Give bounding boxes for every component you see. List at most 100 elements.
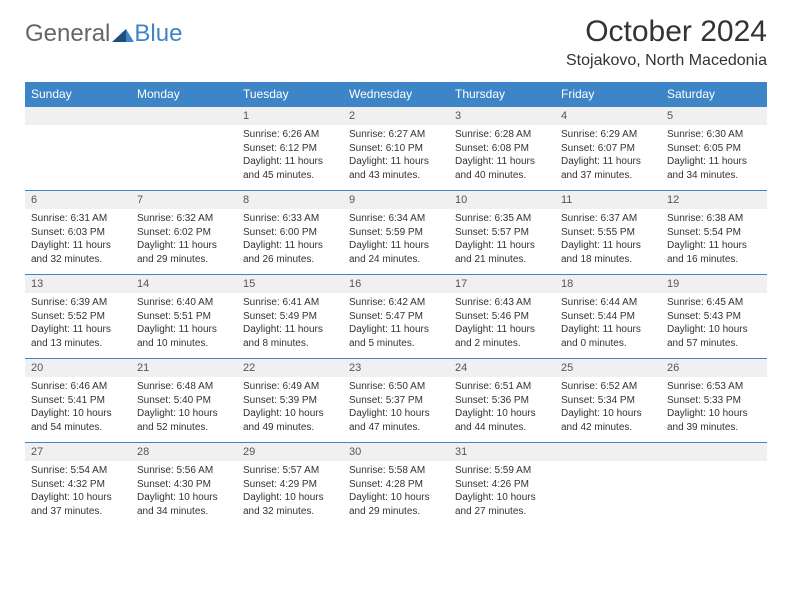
daylight-text: Daylight: 11 hours and 16 minutes. (667, 239, 761, 266)
day-content: Sunrise: 6:33 AMSunset: 6:00 PMDaylight:… (237, 209, 343, 275)
day-content-row: Sunrise: 6:26 AMSunset: 6:12 PMDaylight:… (25, 125, 767, 191)
day-number (555, 443, 661, 462)
day-number: 14 (131, 275, 237, 294)
sunrise-text: Sunrise: 6:40 AM (137, 296, 231, 310)
sunrise-text: Sunrise: 6:33 AM (243, 212, 337, 226)
sunset-text: Sunset: 5:36 PM (455, 394, 549, 408)
sunrise-text: Sunrise: 5:54 AM (31, 464, 125, 478)
day-number (131, 107, 237, 126)
sunset-text: Sunset: 5:47 PM (349, 310, 443, 324)
daylight-text: Daylight: 11 hours and 43 minutes. (349, 155, 443, 182)
daylight-text: Daylight: 11 hours and 18 minutes. (561, 239, 655, 266)
day-number: 11 (555, 191, 661, 210)
daylight-text: Daylight: 11 hours and 37 minutes. (561, 155, 655, 182)
day-number (25, 107, 131, 126)
daylight-text: Daylight: 11 hours and 21 minutes. (455, 239, 549, 266)
day-content: Sunrise: 6:30 AMSunset: 6:05 PMDaylight:… (661, 125, 767, 191)
daylight-text: Daylight: 10 hours and 52 minutes. (137, 407, 231, 434)
sunrise-text: Sunrise: 6:29 AM (561, 128, 655, 142)
sunrise-text: Sunrise: 6:39 AM (31, 296, 125, 310)
calendar-table: Sunday Monday Tuesday Wednesday Thursday… (25, 82, 767, 526)
daylight-text: Daylight: 11 hours and 8 minutes. (243, 323, 337, 350)
day-content: Sunrise: 5:57 AMSunset: 4:29 PMDaylight:… (237, 461, 343, 526)
day-content: Sunrise: 5:54 AMSunset: 4:32 PMDaylight:… (25, 461, 131, 526)
daylight-text: Daylight: 11 hours and 45 minutes. (243, 155, 337, 182)
sunrise-text: Sunrise: 6:44 AM (561, 296, 655, 310)
day-content: Sunrise: 6:39 AMSunset: 5:52 PMDaylight:… (25, 293, 131, 359)
day-number: 6 (25, 191, 131, 210)
sunrise-text: Sunrise: 6:52 AM (561, 380, 655, 394)
sunrise-text: Sunrise: 5:57 AM (243, 464, 337, 478)
daylight-text: Daylight: 11 hours and 0 minutes. (561, 323, 655, 350)
sunrise-text: Sunrise: 6:41 AM (243, 296, 337, 310)
sunset-text: Sunset: 6:05 PM (667, 142, 761, 156)
sunset-text: Sunset: 5:55 PM (561, 226, 655, 240)
sunrise-text: Sunrise: 6:43 AM (455, 296, 549, 310)
sunrise-text: Sunrise: 6:46 AM (31, 380, 125, 394)
daylight-text: Daylight: 10 hours and 42 minutes. (561, 407, 655, 434)
day-number: 31 (449, 443, 555, 462)
day-number: 7 (131, 191, 237, 210)
header: GeneralBlue October 2024 Stojakovo, Nort… (25, 15, 767, 70)
sunset-text: Sunset: 5:54 PM (667, 226, 761, 240)
day-content: Sunrise: 6:53 AMSunset: 5:33 PMDaylight:… (661, 377, 767, 443)
day-content: Sunrise: 6:26 AMSunset: 6:12 PMDaylight:… (237, 125, 343, 191)
sunset-text: Sunset: 6:02 PM (137, 226, 231, 240)
daylight-text: Daylight: 11 hours and 2 minutes. (455, 323, 549, 350)
day-number: 8 (237, 191, 343, 210)
sunset-text: Sunset: 5:49 PM (243, 310, 337, 324)
day-number: 16 (343, 275, 449, 294)
day-number-row: 2728293031 (25, 443, 767, 462)
day-number: 20 (25, 359, 131, 378)
day-content: Sunrise: 5:56 AMSunset: 4:30 PMDaylight:… (131, 461, 237, 526)
sunset-text: Sunset: 4:28 PM (349, 478, 443, 492)
logo-text-blue: Blue (134, 20, 182, 48)
day-content: Sunrise: 6:48 AMSunset: 5:40 PMDaylight:… (131, 377, 237, 443)
day-number: 28 (131, 443, 237, 462)
sunrise-text: Sunrise: 6:38 AM (667, 212, 761, 226)
day-content: Sunrise: 6:35 AMSunset: 5:57 PMDaylight:… (449, 209, 555, 275)
day-number: 24 (449, 359, 555, 378)
day-content: Sunrise: 6:50 AMSunset: 5:37 PMDaylight:… (343, 377, 449, 443)
sunrise-text: Sunrise: 6:49 AM (243, 380, 337, 394)
day-content-row: Sunrise: 6:39 AMSunset: 5:52 PMDaylight:… (25, 293, 767, 359)
day-content: Sunrise: 6:27 AMSunset: 6:10 PMDaylight:… (343, 125, 449, 191)
day-content: Sunrise: 6:40 AMSunset: 5:51 PMDaylight:… (131, 293, 237, 359)
weekday-header: Wednesday (343, 82, 449, 107)
daylight-text: Daylight: 11 hours and 34 minutes. (667, 155, 761, 182)
daylight-text: Daylight: 10 hours and 37 minutes. (31, 491, 125, 518)
location: Stojakovo, North Macedonia (566, 52, 767, 70)
day-number: 10 (449, 191, 555, 210)
weekday-header: Saturday (661, 82, 767, 107)
sunrise-text: Sunrise: 6:35 AM (455, 212, 549, 226)
daylight-text: Daylight: 11 hours and 24 minutes. (349, 239, 443, 266)
day-number: 25 (555, 359, 661, 378)
day-content-row: Sunrise: 6:31 AMSunset: 6:03 PM Daylight:… (25, 209, 767, 275)
sunset-text: Sunset: 5:33 PM (667, 394, 761, 408)
day-content: Sunrise: 6:37 AMSunset: 5:55 PMDaylight:… (555, 209, 661, 275)
sunrise-text: Sunrise: 5:58 AM (349, 464, 443, 478)
sunset-text: Sunset: 4:26 PM (455, 478, 549, 492)
sunset-text: Sunset: 6:03 PM (31, 226, 125, 240)
weekday-header: Friday (555, 82, 661, 107)
sunset-text: Sunset: 6:12 PM (243, 142, 337, 156)
sunrise-text: Sunrise: 6:31 AM (31, 212, 125, 226)
sunrise-text: Sunrise: 6:48 AM (137, 380, 231, 394)
day-number: 2 (343, 107, 449, 126)
day-number: 29 (237, 443, 343, 462)
day-content: Sunrise: 5:59 AMSunset: 4:26 PMDaylight:… (449, 461, 555, 526)
weekday-header: Monday (131, 82, 237, 107)
day-number-row: 6789101112 (25, 191, 767, 210)
sunset-text: Sunset: 5:59 PM (349, 226, 443, 240)
day-number-row: 13141516171819 (25, 275, 767, 294)
month-title: October 2024 (566, 15, 767, 49)
day-number: 26 (661, 359, 767, 378)
sunrise-text: Sunrise: 5:56 AM (137, 464, 231, 478)
sunset-text: Sunset: 6:07 PM (561, 142, 655, 156)
day-number: 15 (237, 275, 343, 294)
sunrise-text: Sunrise: 6:27 AM (349, 128, 443, 142)
day-content: Sunrise: 6:42 AMSunset: 5:47 PMDaylight:… (343, 293, 449, 359)
daylight-text: Daylight: 10 hours and 29 minutes. (349, 491, 443, 518)
day-content (661, 461, 767, 526)
sunrise-text: Sunrise: 6:32 AM (137, 212, 231, 226)
